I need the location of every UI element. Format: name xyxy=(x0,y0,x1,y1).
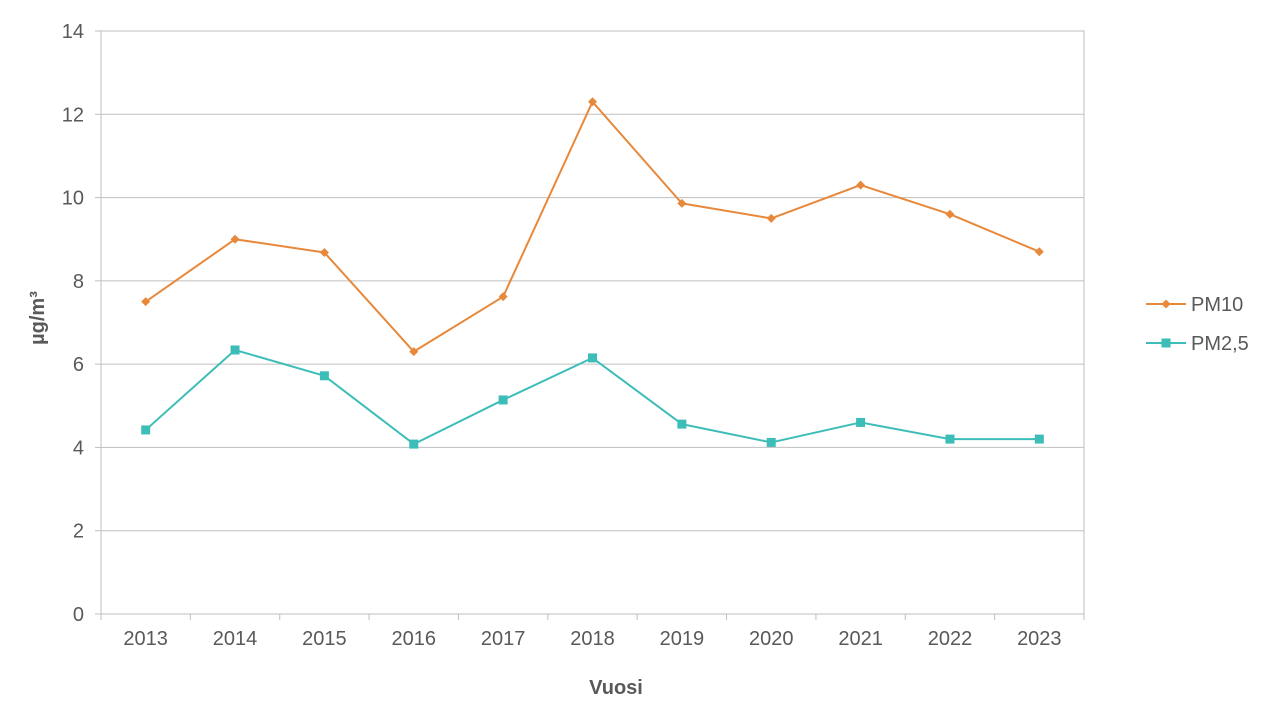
x-tick-label: 2016 xyxy=(392,628,437,650)
data-point xyxy=(498,395,508,405)
x-tick-label: 2018 xyxy=(570,628,615,650)
data-point xyxy=(588,97,597,107)
legend-item: PM10 xyxy=(1146,294,1243,316)
y-tick-label: 2 xyxy=(73,521,84,543)
data-point xyxy=(766,437,776,447)
y-tick-label: 4 xyxy=(73,437,84,459)
data-point xyxy=(1034,434,1044,444)
plot-area-border xyxy=(100,30,1085,615)
data-point xyxy=(230,345,240,355)
legend-marker xyxy=(1161,338,1171,348)
legend-marker xyxy=(1161,299,1171,309)
series-line xyxy=(145,100,1040,353)
data-point xyxy=(230,234,240,244)
data-point xyxy=(409,439,419,449)
x-tick-label: 2017 xyxy=(481,628,526,650)
x-tick-label: 2020 xyxy=(749,628,794,650)
y-tick-label: 14 xyxy=(62,21,84,43)
x-tick-label: 2022 xyxy=(928,628,973,650)
x-axis-title: Vuosi xyxy=(589,677,643,699)
data-point xyxy=(856,417,866,427)
legend-item: PM2,5 xyxy=(1146,333,1249,355)
data-point xyxy=(141,297,151,307)
x-axis-ticks: 2013 2014 2015 2016 2017 2018 2019 2020 2021 2022… xyxy=(100,614,1085,650)
data-point xyxy=(945,209,955,219)
y-tick-label: 8 xyxy=(73,271,84,293)
y-axis-ticks: 0 2 4 6 8 10 12 14 xyxy=(62,21,101,626)
legend: PM10 PM2,5 xyxy=(1146,294,1249,355)
y-tick-label: 0 xyxy=(73,604,84,626)
data-point xyxy=(766,213,776,223)
data-point xyxy=(319,371,329,381)
data-point xyxy=(319,248,329,258)
data-point xyxy=(856,180,866,190)
legend-label: PM2,5 xyxy=(1191,333,1249,355)
series-pm25 xyxy=(141,345,1044,449)
series xyxy=(141,97,1044,449)
x-tick-label: 2015 xyxy=(302,628,347,650)
x-tick-label: 2013 xyxy=(123,628,168,650)
data-point xyxy=(141,425,151,435)
y-tick-label: 12 xyxy=(62,104,84,126)
series-pm10 xyxy=(141,97,1044,357)
legend-label: PM10 xyxy=(1191,294,1243,316)
y-tick-label: 6 xyxy=(73,354,84,376)
y-tick-label: 10 xyxy=(62,188,84,210)
x-tick-label: 2023 xyxy=(1017,628,1062,650)
data-point xyxy=(588,353,597,363)
x-tick-label: 2019 xyxy=(660,628,705,650)
gridlines xyxy=(101,113,1084,532)
y-axis-title: µg/m³ xyxy=(27,291,49,345)
x-tick-label: 2014 xyxy=(213,628,258,650)
x-tick-label: 2021 xyxy=(838,628,883,650)
data-point xyxy=(945,434,955,444)
data-point xyxy=(1034,247,1044,257)
data-point xyxy=(409,347,419,357)
data-point xyxy=(677,198,687,208)
data-point xyxy=(498,292,508,302)
data-point xyxy=(677,419,687,429)
